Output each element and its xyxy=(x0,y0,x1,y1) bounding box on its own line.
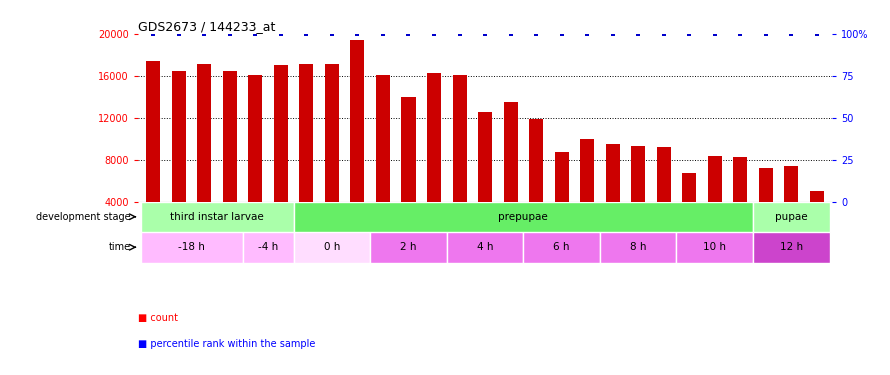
Point xyxy=(631,31,645,37)
Text: time: time xyxy=(109,242,131,252)
Text: ■ count: ■ count xyxy=(138,313,178,322)
Bar xyxy=(222,72,237,243)
Point xyxy=(299,31,313,37)
Bar xyxy=(810,191,824,243)
Point xyxy=(401,31,416,37)
Point xyxy=(554,31,569,37)
Bar xyxy=(325,64,339,243)
Bar xyxy=(676,232,753,262)
Text: 10 h: 10 h xyxy=(703,242,726,252)
Text: prepupae: prepupae xyxy=(498,212,548,222)
Point xyxy=(198,31,212,37)
Text: 6 h: 6 h xyxy=(554,242,570,252)
Point xyxy=(376,31,390,37)
Bar xyxy=(146,61,160,243)
Bar xyxy=(529,118,543,243)
Text: 4 h: 4 h xyxy=(477,242,493,252)
Point xyxy=(146,31,160,37)
Bar xyxy=(141,232,243,262)
Text: -18 h: -18 h xyxy=(178,242,205,252)
Bar xyxy=(753,232,829,262)
Point xyxy=(325,31,339,37)
Point xyxy=(504,31,518,37)
Point xyxy=(605,31,619,37)
Bar xyxy=(631,146,645,243)
Point xyxy=(452,31,466,37)
Point xyxy=(682,31,696,37)
Bar xyxy=(299,64,313,243)
Point xyxy=(248,31,263,37)
Text: 0 h: 0 h xyxy=(324,242,340,252)
Bar xyxy=(294,232,370,262)
Point xyxy=(708,31,722,37)
Point xyxy=(222,31,237,37)
Point xyxy=(733,31,748,37)
Point xyxy=(758,31,773,37)
Bar xyxy=(351,40,365,243)
Text: pupae: pupae xyxy=(775,212,807,222)
Bar xyxy=(370,232,447,262)
Text: -4 h: -4 h xyxy=(258,242,279,252)
Point xyxy=(172,31,186,37)
Bar xyxy=(141,201,294,232)
Point xyxy=(784,31,798,37)
Text: 2 h: 2 h xyxy=(400,242,417,252)
Text: third instar larvae: third instar larvae xyxy=(170,212,264,222)
Text: ■ percentile rank within the sample: ■ percentile rank within the sample xyxy=(138,339,315,349)
Bar xyxy=(657,147,671,243)
Bar xyxy=(733,158,748,243)
Bar xyxy=(294,201,753,232)
Bar xyxy=(274,65,287,243)
Bar xyxy=(452,75,466,243)
Bar xyxy=(376,75,390,243)
Text: 12 h: 12 h xyxy=(780,242,803,252)
Bar xyxy=(401,97,416,243)
Text: development stage: development stage xyxy=(36,212,131,222)
Point xyxy=(657,31,671,37)
Point xyxy=(478,31,492,37)
Bar xyxy=(600,232,676,262)
Bar xyxy=(447,232,523,262)
Text: GDS2673 / 144233_at: GDS2673 / 144233_at xyxy=(138,20,275,33)
Bar xyxy=(198,64,211,243)
Bar xyxy=(580,139,595,243)
Bar xyxy=(554,152,569,243)
Bar xyxy=(478,112,492,243)
Bar xyxy=(605,144,619,243)
Bar xyxy=(753,201,829,232)
Point xyxy=(427,31,441,37)
Point xyxy=(580,31,595,37)
Bar xyxy=(523,232,600,262)
Bar xyxy=(243,232,294,262)
Text: 8 h: 8 h xyxy=(630,242,646,252)
Point xyxy=(810,31,824,37)
Bar xyxy=(248,75,263,243)
Bar xyxy=(427,72,441,243)
Bar xyxy=(784,166,798,243)
Bar xyxy=(708,156,722,243)
Bar xyxy=(504,102,518,243)
Bar xyxy=(759,168,773,243)
Bar xyxy=(172,72,186,243)
Point xyxy=(274,31,288,37)
Point xyxy=(351,31,365,37)
Bar xyxy=(683,173,696,243)
Point xyxy=(529,31,543,37)
